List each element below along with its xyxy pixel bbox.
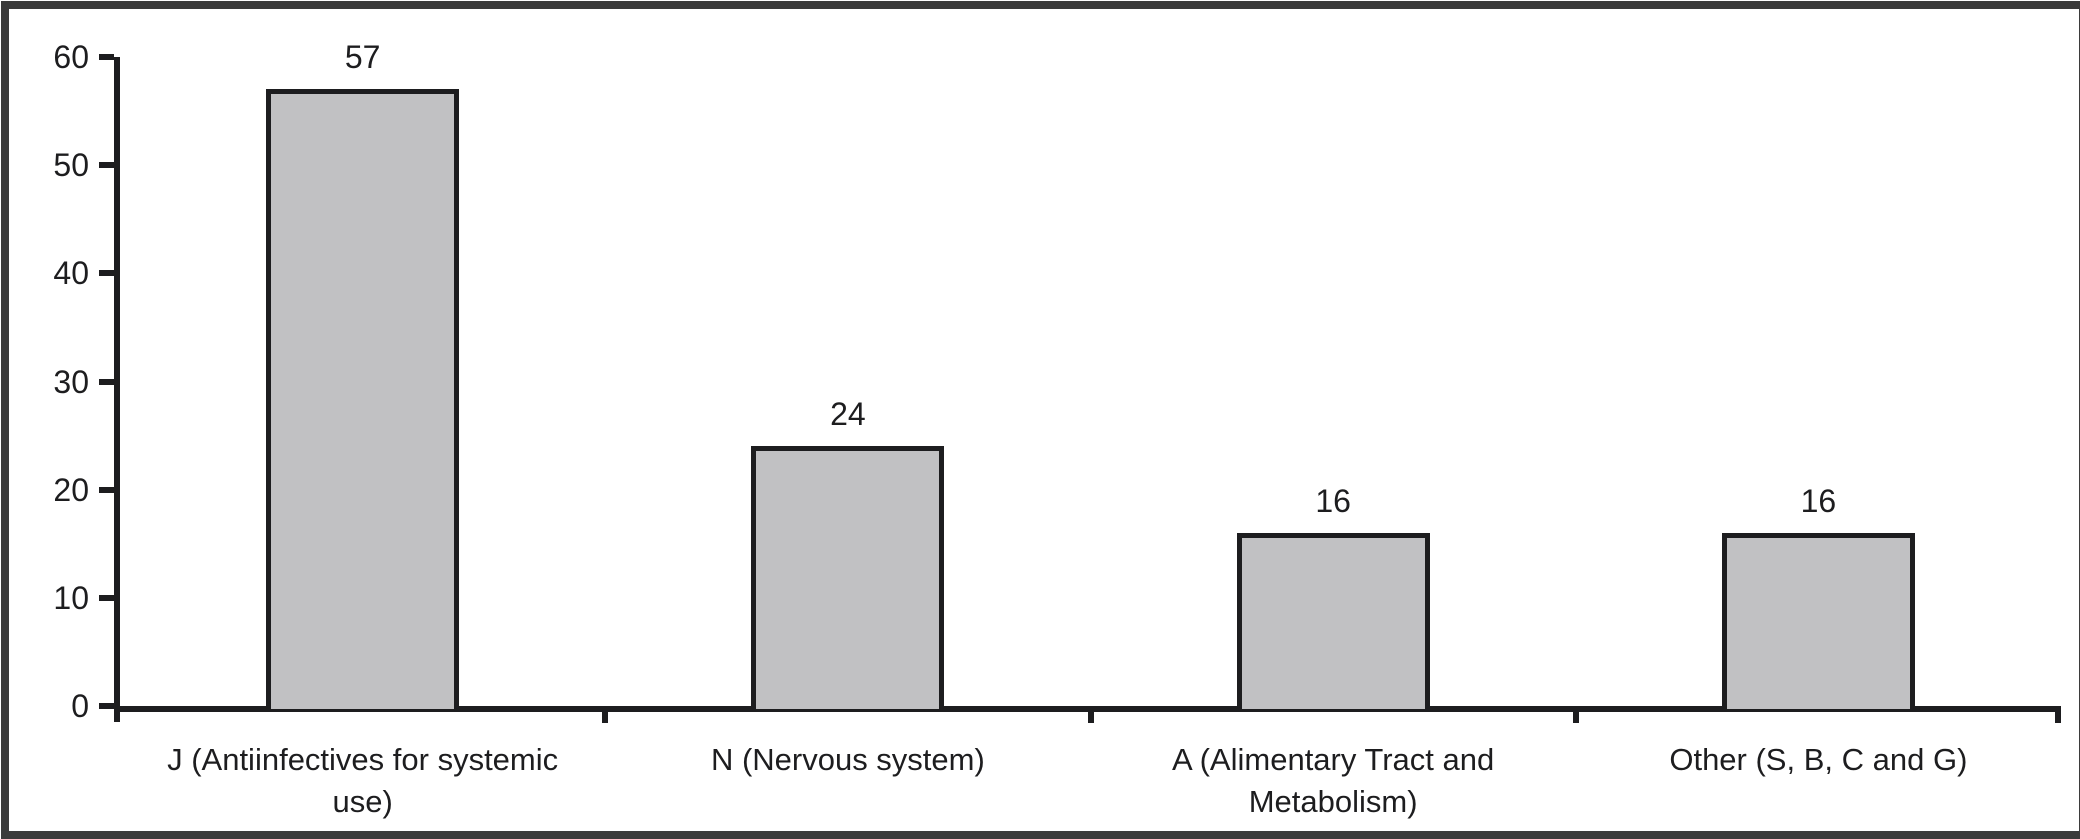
y-axis: [114, 57, 120, 722]
y-axis-tick: [99, 270, 114, 277]
bar-1: [266, 89, 460, 709]
bar-value-label: 57: [344, 39, 381, 76]
category-label: A (Alimentary Tract and Metabolism): [1172, 742, 1495, 819]
bar-2: [751, 446, 945, 709]
x-axis-tick: [602, 706, 609, 723]
category-label: N (Nervous system): [710, 742, 985, 777]
y-axis-tick-label: 20: [53, 471, 89, 508]
y-axis-tick-label: 10: [53, 579, 89, 616]
y-axis-tick: [99, 486, 114, 493]
x-axis-tick: [2055, 706, 2061, 723]
x-axis-tick: [1572, 706, 1579, 723]
bar-value-label: 16: [1800, 482, 1837, 519]
y-axis-tick: [99, 378, 114, 385]
bar-chart: 0 10 20 30 40 50 60 57 J (Antiinfectives for sys…: [9, 9, 2079, 831]
y-axis-tick-label: 60: [53, 39, 89, 75]
y-axis-tick: [99, 54, 114, 60]
y-axis-tick-label: 30: [53, 363, 89, 400]
y-axis-tick-label: 50: [53, 147, 89, 184]
y-axis-tick-label: 40: [53, 255, 89, 292]
y-axis-tick: [99, 594, 114, 601]
bar-3: [1236, 532, 1430, 709]
y-axis-tick: [99, 162, 114, 169]
bar-value-label: 24: [830, 396, 866, 433]
y-axis-tick-label: 0: [71, 688, 89, 724]
bar-value-label: 16: [1315, 482, 1351, 519]
x-axis-tick: [1087, 706, 1094, 723]
category-label: Other (S, B, C and G): [1669, 742, 1968, 777]
category-label: J (Antiinfectives for systemic use): [167, 742, 559, 819]
y-axis-tick: [99, 703, 114, 709]
bar-4: [1721, 532, 1915, 709]
